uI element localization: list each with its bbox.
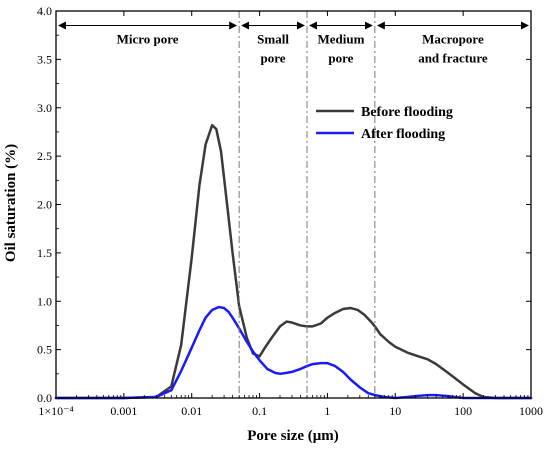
series-layer [54, 123, 533, 400]
region-label-0-0: Micro pore [117, 32, 179, 47]
y-tick-label-8: 4.0 [37, 4, 52, 18]
legend-label-0: Before flooding [361, 105, 453, 120]
y-tick-label-3: 1.5 [37, 246, 52, 260]
region-layer: Micro pore Small pore Medium pore Macropore an… [58, 11, 529, 398]
region-label-2-1: pore [328, 51, 353, 66]
x-tick-label-4: 1 [324, 404, 330, 418]
x-tick-label-7: 1000 [519, 404, 543, 418]
x-tick-label-3: 0.1 [252, 404, 267, 418]
y-tick-label-2: 1.0 [37, 294, 52, 308]
x-tick-label-5: 10 [389, 404, 401, 418]
y-tick-label-5: 2.5 [37, 149, 52, 163]
x-tick-label-0: 1×10⁻⁴ [38, 404, 73, 418]
legend-label-1: After flooding [361, 127, 445, 142]
axes-layer: 1×10⁻⁴ 0.001 0.01 0.1 1 10 100 1000 0.0 0.5 1.0 1.5… [37, 4, 543, 418]
axis-frame [55, 10, 532, 399]
y-tick-label-1: 0.5 [37, 343, 52, 357]
series-line-0 [54, 123, 533, 400]
y-axis-title: Oil saturation (%) [3, 144, 19, 262]
series-line-1 [54, 305, 533, 400]
region-label-1-0: Small [257, 32, 289, 47]
legend: Before flooding After flooding [316, 105, 453, 142]
y-tick-label-0: 0.0 [37, 391, 52, 405]
region-label-3-1: and fracture [418, 51, 488, 66]
y-tick-label-4: 2.0 [37, 198, 52, 212]
x-tick-label-2: 0.01 [181, 404, 202, 418]
x-axis-title: Pore size (μm) [247, 428, 339, 444]
region-label-3-0: Macropore [422, 32, 484, 47]
x-tick-label-1: 0.001 [110, 404, 137, 418]
region-label-1-1: pore [261, 51, 286, 66]
region-label-2-0: Medium [317, 32, 364, 47]
y-tick-label-7: 3.5 [37, 52, 52, 66]
x-tick-label-6: 100 [454, 404, 472, 418]
y-tick-label-6: 3.0 [37, 101, 52, 115]
